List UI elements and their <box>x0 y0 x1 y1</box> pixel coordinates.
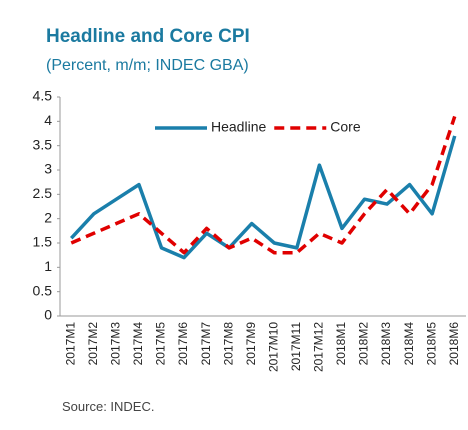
y-tick-label: 3 <box>44 161 52 177</box>
x-tick-label: 2017M6 <box>176 322 190 366</box>
series-line <box>70 115 457 255</box>
x-tick-label: 2017M2 <box>86 322 100 366</box>
x-tick-label: 2018M1 <box>334 322 348 366</box>
y-tick-label: 0 <box>44 307 52 323</box>
x-tick-label: 2018M6 <box>447 322 461 366</box>
legend-label: Core <box>330 119 361 135</box>
x-tick-label: 2018M3 <box>379 322 393 366</box>
x-tick-label: 2017M1 <box>63 322 77 366</box>
y-tick-label: 4 <box>44 112 52 128</box>
chart-subtitle: (Percent, m/m; INDEC GBA) <box>46 57 249 74</box>
x-tick-label: 2017M12 <box>312 322 326 372</box>
x-tick-label: 2017M4 <box>131 322 145 366</box>
x-tick-label: 2018M5 <box>424 322 438 366</box>
y-tick-label: 3.5 <box>33 136 53 152</box>
x-tick-label: 2017M10 <box>266 322 280 372</box>
x-tick-label: 2017M8 <box>221 322 235 366</box>
x-tick-label: 2017M11 <box>289 322 303 371</box>
x-tick-label: 2017M9 <box>244 322 258 366</box>
x-tick-label: 2017M7 <box>199 322 213 366</box>
legend-label: Headline <box>211 119 266 135</box>
y-tick-label: 1 <box>44 258 52 274</box>
x-tick-label: 2018M4 <box>402 322 416 366</box>
y-tick-label: 4.5 <box>33 88 53 104</box>
series-line <box>69 135 457 260</box>
x-tick-label: 2017M3 <box>109 322 123 366</box>
y-tick-label: 1.5 <box>33 234 53 250</box>
source-note: Source: INDEC. <box>62 399 154 414</box>
y-tick-label: 0.5 <box>33 282 53 298</box>
chart-title: Headline and Core CPI <box>46 26 250 47</box>
y-tick-label: 2 <box>44 209 52 225</box>
x-tick-label: 2017M5 <box>154 322 168 366</box>
y-tick-label: 2.5 <box>33 185 53 201</box>
x-tick-label: 2018M2 <box>357 322 371 366</box>
